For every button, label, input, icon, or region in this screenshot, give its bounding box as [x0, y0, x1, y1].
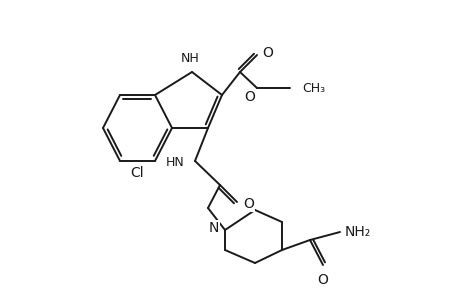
Text: N: N	[208, 221, 218, 235]
Text: NH₂: NH₂	[344, 225, 370, 239]
Text: NH: NH	[180, 52, 199, 65]
Text: O: O	[317, 273, 328, 287]
Text: HN: HN	[166, 157, 185, 169]
Text: O: O	[242, 197, 253, 211]
Text: O: O	[244, 90, 254, 104]
Text: CH₃: CH₃	[302, 82, 325, 94]
Text: Cl: Cl	[130, 166, 144, 180]
Text: O: O	[262, 46, 272, 60]
